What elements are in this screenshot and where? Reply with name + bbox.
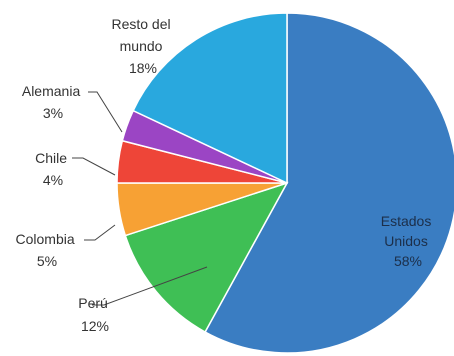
leader-line-alemania (88, 91, 123, 133)
pie-slice-peru (124, 181, 289, 333)
pie-slice-resto-del-mundo (132, 12, 288, 185)
leader-line-chile (72, 157, 116, 176)
leader-line-colombia (84, 224, 116, 241)
slice-label-colombia: Colombia 5% (15, 231, 78, 269)
pie-slices (116, 12, 454, 354)
slice-label-chile: Chile 4% (35, 150, 71, 188)
leader-lines (72, 91, 208, 306)
slice-label-resto-del-mundo: Resto del mundo 18% (111, 16, 174, 76)
leader-line-peru (92, 266, 208, 306)
slice-label-estados-unidos: Estados Unidos 58% (381, 213, 435, 269)
pie-slice-estados-unidos (204, 12, 454, 354)
slice-label-peru: Perú 12% (78, 295, 111, 334)
slice-label-alemania: Alemania 3% (22, 83, 84, 121)
